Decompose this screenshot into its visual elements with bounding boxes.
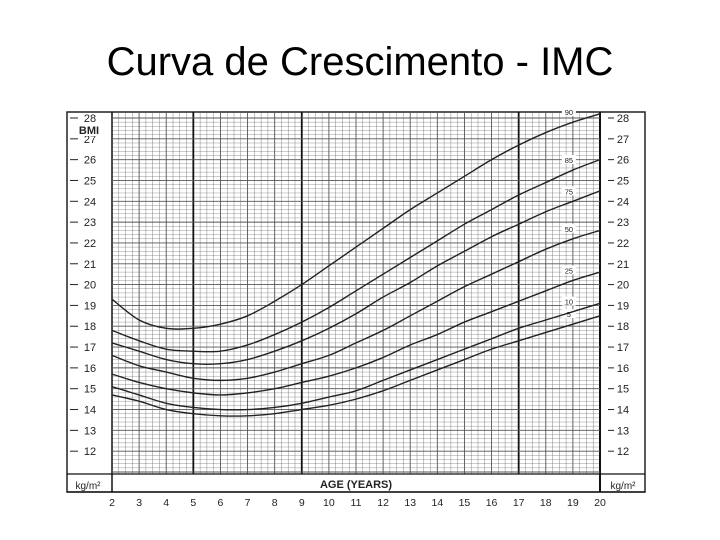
y-tick-label-right: 24	[617, 196, 629, 208]
y-tick-label-left: 26	[84, 155, 96, 167]
y-tick-label-left: 20	[84, 280, 96, 292]
series-label-bg	[561, 296, 576, 306]
slide-title: Curva de Crescimento - IMC	[106, 40, 614, 84]
series-label-bg	[561, 155, 576, 165]
y-tick-label-left: 18	[84, 321, 96, 333]
x-tick-label: 3	[136, 497, 142, 509]
y-tick-label-left: 19	[84, 300, 96, 312]
y-axis-label: BMI	[79, 125, 99, 137]
x-axis-label: AGE (YEARS)	[320, 479, 392, 491]
y-tick-label-right: 26	[617, 155, 629, 167]
series-label-p5: 5	[567, 310, 571, 319]
y-tick-label-left: 16	[84, 363, 96, 375]
series-line-p25	[111, 271, 601, 396]
x-tick-label: 6	[218, 497, 224, 509]
y-tick-label-left: 15	[84, 384, 96, 396]
x-tick-label: 9	[299, 497, 305, 509]
series-line-p90	[111, 113, 601, 330]
y-tick-label-left: 25	[84, 175, 96, 187]
units-left: kg/m²	[76, 481, 102, 492]
y-tick-label-left: 27	[84, 134, 96, 146]
series-label-p75: 75	[565, 187, 573, 196]
units-right: kg/m²	[611, 481, 637, 492]
x-tick-label: 5	[190, 497, 196, 509]
x-tick-label: 12	[377, 497, 389, 509]
series-label-p10: 10	[565, 298, 573, 307]
series-line-p85	[111, 158, 601, 353]
ylabel-box	[76, 123, 102, 136]
series-label-bg	[561, 107, 576, 117]
y-tick-label-right: 28	[617, 113, 629, 125]
y-tick-label-left: 17	[84, 342, 96, 354]
x-tick-label: 16	[486, 497, 498, 509]
series-label-bg	[561, 309, 576, 319]
y-tick-label-left: 22	[84, 238, 96, 250]
x-tick-label: 2	[109, 497, 115, 509]
series-line-p5	[111, 315, 601, 417]
y-tick-label-left: 14	[84, 405, 96, 417]
x-tick-label: 15	[459, 497, 471, 509]
series-label-bg	[561, 265, 576, 275]
x-tick-label: 10	[323, 497, 335, 509]
y-tick-label-right: 19	[617, 300, 629, 312]
x-tick-label: 7	[245, 497, 251, 509]
x-tick-label: 14	[431, 497, 443, 509]
grid-major	[67, 112, 645, 493]
y-tick-label-right: 16	[617, 363, 629, 375]
y-tick-label-right: 13	[617, 425, 629, 437]
y-tick-label-right: 14	[617, 405, 629, 417]
x-tick-label: 18	[540, 497, 552, 509]
series-line-p50	[111, 229, 601, 382]
series-label-p25: 25	[565, 266, 573, 275]
series-label-p90: 90	[565, 108, 573, 117]
y-tick-label-left: 28	[84, 113, 96, 125]
y-tick-label-right: 20	[617, 280, 629, 292]
y-tick-label-right: 18	[617, 321, 629, 333]
y-tick-label-left: 13	[84, 425, 96, 437]
y-tick-label-right: 17	[617, 342, 629, 354]
x-tick-label: 8	[272, 497, 278, 509]
y-tick-label-right: 21	[617, 259, 629, 271]
y-tick-label-right: 25	[617, 175, 629, 187]
y-tick-label-right: 23	[617, 217, 629, 229]
y-tick-label-left: 12	[84, 446, 96, 458]
y-tick-label-left: 21	[84, 259, 96, 271]
x-tick-label: 13	[404, 497, 416, 509]
x-tick-label: 20	[594, 497, 606, 509]
y-tick-label-right: 12	[617, 446, 629, 458]
y-tick-label-right: 22	[617, 238, 629, 250]
x-tick-label: 17	[513, 497, 525, 509]
series-line-p10	[111, 302, 601, 411]
series-line-p75	[111, 190, 601, 365]
x-tick-label: 11	[351, 497, 362, 509]
series-label-bg	[561, 186, 576, 196]
series-layer: 5 10 25 50 75 85 90	[111, 107, 601, 417]
series-label-p85: 85	[565, 156, 573, 165]
x-tick-label: 4	[163, 497, 169, 509]
y-tick-label-left: 24	[84, 196, 96, 208]
series-label-p50: 50	[565, 225, 573, 234]
y-tick-label-right: 27	[617, 134, 629, 146]
xlabel-box	[312, 476, 400, 490]
y-tick-label-left: 23	[84, 217, 96, 229]
y-tick-label-right: 15	[617, 384, 629, 396]
series-label-bg	[561, 223, 576, 233]
x-tick-label: 19	[567, 497, 579, 509]
